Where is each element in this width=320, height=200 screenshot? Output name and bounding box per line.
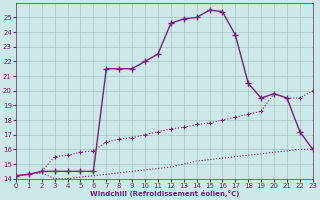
- X-axis label: Windchill (Refroidissement éolien,°C): Windchill (Refroidissement éolien,°C): [90, 190, 239, 197]
